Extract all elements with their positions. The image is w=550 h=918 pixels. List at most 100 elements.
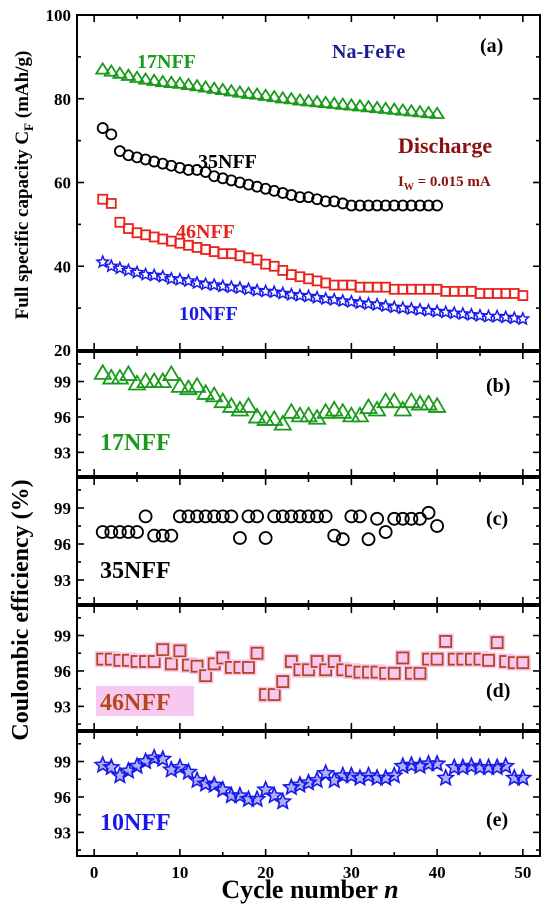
series-17nff-b [93, 363, 447, 431]
data-point-square [164, 657, 178, 671]
data-point-circle [122, 149, 135, 162]
data-point-star [110, 765, 130, 784]
data-point-square [482, 653, 495, 667]
data-point-triangle [428, 106, 446, 119]
data-point-circle [148, 155, 161, 168]
data-point-square [200, 244, 212, 255]
data-point-highlight [437, 633, 454, 650]
series-label-46nff-d: 46NFF [100, 690, 171, 716]
data-point-square [140, 229, 151, 241]
data-point-square [430, 652, 444, 666]
y-tick-label: 80 [54, 90, 71, 109]
data-point-square [199, 669, 213, 683]
data-point-star [129, 264, 145, 279]
data-point-triangle [206, 81, 223, 94]
data-point-circle [251, 180, 263, 193]
x-tick-label: 30 [343, 863, 360, 882]
data-point-star [300, 288, 317, 303]
data-point-circle [388, 199, 401, 212]
data-point-square [217, 248, 229, 260]
data-point-triangle [180, 77, 197, 91]
data-point-circle [155, 528, 170, 543]
data-point-triangle [377, 101, 394, 114]
data-point-triangle [393, 400, 413, 417]
data-point-triangle [188, 78, 206, 92]
data-point-square [114, 216, 126, 228]
data-point-square [234, 250, 246, 262]
data-point-square [508, 288, 520, 299]
data-point-circle [319, 195, 332, 208]
data-point-triangle [326, 96, 343, 109]
data-point-triangle [257, 88, 274, 101]
data-point-triangle [128, 70, 146, 83]
data-point-triangle [248, 86, 266, 100]
data-point-triangle [187, 376, 207, 393]
data-point-star [189, 275, 205, 290]
data-point-triangle [196, 383, 216, 400]
data-point-triangle [110, 368, 130, 385]
data-point-star [275, 285, 291, 300]
data-point-circle [164, 528, 179, 543]
data-point-star [378, 298, 394, 313]
data-point-square [260, 258, 272, 270]
data-point-square [123, 223, 134, 234]
data-point-triangle [264, 409, 284, 426]
data-point-star [326, 291, 342, 307]
y-tick-label: 20 [54, 341, 71, 360]
data-point-circle [259, 182, 272, 195]
data-point-circle [181, 509, 196, 524]
data-point-square [173, 644, 187, 658]
data-point-star [515, 311, 531, 326]
data-point-square [448, 285, 460, 297]
data-point-circle [405, 199, 418, 212]
y-tick-label: 93 [54, 697, 71, 716]
data-point-triangle [358, 397, 379, 415]
data-point-star [101, 757, 121, 776]
data-point-star [155, 268, 171, 284]
panel-label-e: (e) [486, 809, 508, 831]
data-point-circle [413, 511, 427, 526]
data-point-triangle [401, 391, 421, 409]
data-point-triangle [93, 363, 113, 380]
data-point-triangle [394, 102, 411, 116]
data-point-circle [258, 531, 273, 545]
data-point-square [225, 248, 237, 260]
data-point-circle [95, 525, 110, 539]
series-17nff-a [94, 61, 446, 119]
data-point-triangle [120, 68, 137, 81]
data-point-circle [242, 178, 255, 191]
data-point-star [95, 254, 111, 269]
plot-frame [76, 351, 541, 477]
data-point-circle [165, 159, 178, 172]
data-point-circle [414, 199, 426, 212]
data-point-triangle [283, 91, 300, 105]
data-point-star [249, 282, 265, 297]
data-point-circle [284, 509, 299, 524]
data-point-triangle [343, 97, 360, 111]
series-46nff-a [97, 193, 529, 301]
data-point-circle [224, 509, 239, 524]
data-point-circle [370, 511, 384, 526]
data-point-square [190, 659, 204, 673]
xlabel: Cycle number n [221, 875, 398, 904]
data-point-star [103, 258, 119, 273]
data-point-star [240, 281, 257, 296]
data-point-square [105, 198, 117, 209]
data-point-highlight [154, 641, 171, 658]
y-tick-label: 93 [54, 823, 71, 842]
data-point-star [427, 753, 447, 773]
data-point-star [455, 306, 471, 321]
data-point-square [302, 663, 315, 677]
data-point-triangle [420, 105, 437, 119]
data-point-triangle [247, 407, 267, 424]
data-point-triangle [94, 61, 111, 75]
data-point-square [396, 651, 410, 665]
y-tick-label: 99 [54, 499, 71, 518]
data-point-square [310, 655, 324, 668]
data-point-square [268, 260, 280, 272]
data-point-triangle [163, 75, 180, 88]
data-point-star [163, 270, 179, 286]
data-point-circle [336, 197, 349, 210]
data-point-square [490, 636, 504, 650]
